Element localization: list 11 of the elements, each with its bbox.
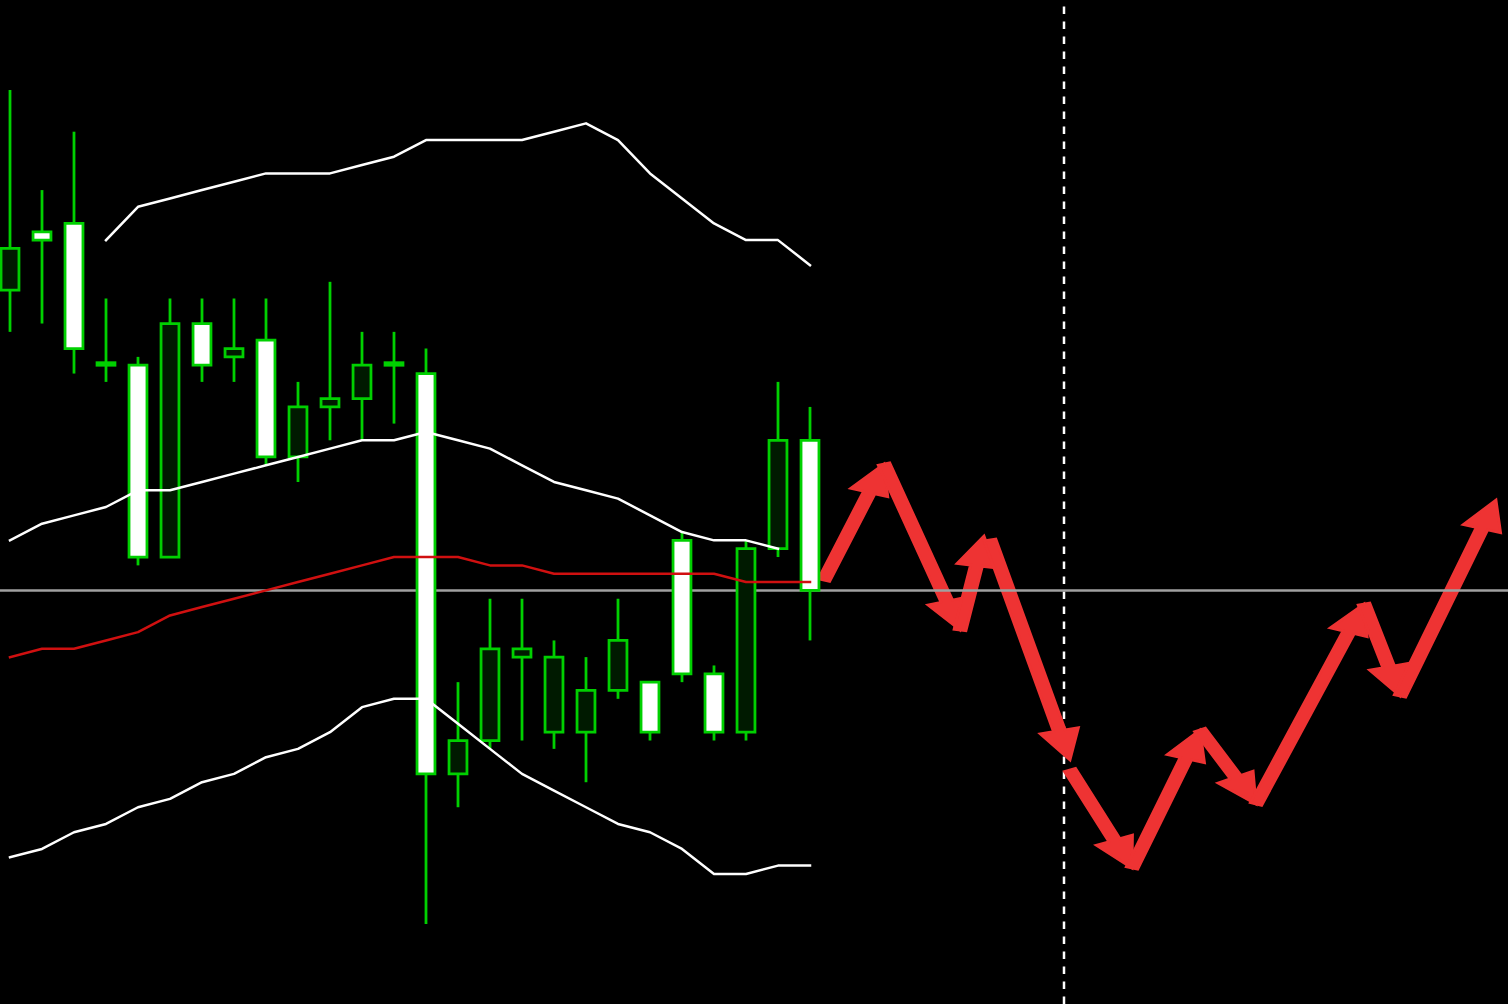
candlestick <box>447 680 469 809</box>
candlestick <box>223 297 245 384</box>
candlestick <box>31 188 53 325</box>
candlestick <box>95 297 117 384</box>
candlestick <box>511 597 533 742</box>
candlestick <box>351 330 373 442</box>
candlestick <box>383 330 405 425</box>
candlestick <box>319 280 341 442</box>
candlestick <box>0 88 21 334</box>
candlestick <box>191 297 213 384</box>
candlestick <box>575 655 597 784</box>
